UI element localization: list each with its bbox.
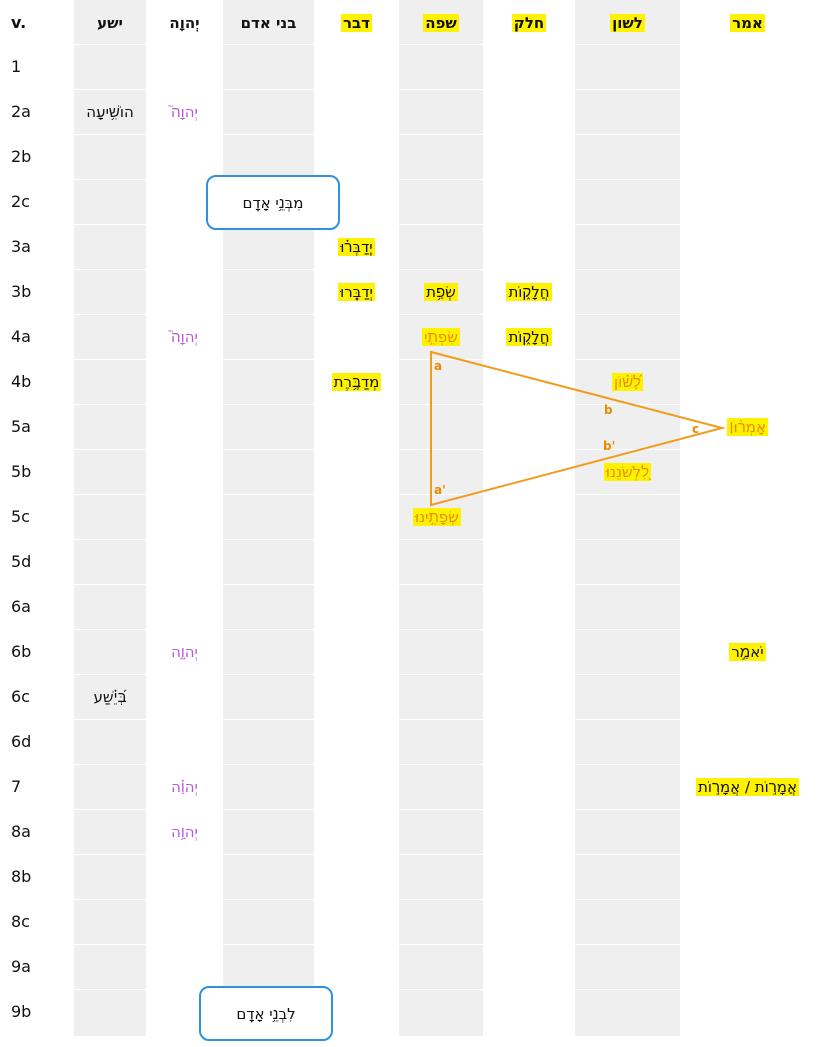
column-lashon-bg (575, 0, 680, 1036)
cell-3b-chalak: חֲלָק֑וֹת (483, 269, 575, 314)
cell-5b-lashon: לִ֭לְשֹׁנֵנוּ (575, 449, 680, 494)
cell-3b-safa: שְׂפַ֥ת (399, 269, 483, 314)
cell-4a-chalak: חֲלָק֑וֹת (483, 314, 575, 359)
header-davar-text: דבר (341, 13, 372, 32)
cell-3a-davar-text: יְֽדַבְּר֗וּ (338, 237, 375, 256)
cell-4b-davar: מְדַבֶּ֥רֶת (314, 359, 399, 404)
header-verse: v. (11, 13, 27, 32)
box-9b-bnei-adam: לִבְנֵ֥י אָדָֽם (199, 986, 333, 1041)
cell-3b-chalak-text: חֲלָק֑וֹת (506, 282, 552, 301)
header-lashon-text: לשון (610, 13, 645, 32)
cell-3b-safa-text: שְׂפַ֥ת (424, 282, 458, 301)
cell-4b-davar-text: מְדַבֶּ֥רֶת (331, 372, 382, 391)
row-separator (74, 539, 680, 540)
cell-6c-yasha: בְּ֝יֵ֗שַׁע (93, 687, 127, 706)
cell-5b-lashon-text: לִ֭לְשֹׁנֵנוּ (603, 462, 652, 481)
row-separator (74, 269, 680, 270)
cell-5a-amar-text: אָמְר֨וּ׀ (727, 417, 768, 436)
verse-label: 5d (11, 552, 32, 571)
cell-7-amar-text: אֲמָר֣וֹת / אֲמָר֣וֹת (696, 777, 799, 796)
verse-label: 4a (11, 327, 31, 346)
header-amar: אמר (680, 0, 815, 45)
header-chalak: חלק (483, 0, 575, 45)
verse-label: 7 (11, 777, 22, 796)
row-separator (74, 359, 680, 360)
cell-2a-yasha: הוֹשִׁ֥יעָה (86, 102, 134, 121)
column-yasha-bg (74, 0, 146, 1036)
row-separator (74, 899, 680, 900)
row-separator (74, 44, 680, 45)
verse-label: 3b (11, 282, 32, 301)
cell-3b-davar-text: יְדַבֵּֽרוּ (338, 282, 375, 301)
header-davar: דבר (314, 0, 399, 45)
cell-4b-lashon: לָ֝שׁ֗וֹן (575, 359, 680, 404)
verse-label: 6b (11, 642, 32, 661)
row-separator (74, 944, 680, 945)
header-safa-text: שפה (423, 13, 459, 32)
verse-label: 2a (11, 102, 31, 121)
cell-3b-davar: יְדַבֵּֽרוּ (314, 269, 399, 314)
cell-4a-chalak-text: חֲלָק֑וֹת (506, 327, 552, 346)
cell-4a-safa-text: שִׂפְתֵ֣י (422, 327, 460, 346)
verse-label: 2c (11, 192, 30, 211)
cell-2a-yhwh: יְהוָה֮ (171, 102, 198, 121)
cell-6b-amar-text: יֹאמַ֣ר (729, 642, 766, 661)
row-separator (74, 494, 680, 495)
cell-4a-safa: שִׂפְתֵ֣י (399, 314, 483, 359)
column-bnei-adam-bg (223, 0, 314, 1036)
header-safa: שפה (399, 0, 483, 45)
row-separator (74, 719, 680, 720)
row-separator (74, 134, 680, 135)
cell-8a-yhwh: יְהוָ֥ה (171, 822, 198, 841)
header-amar-text: אמר (730, 13, 765, 32)
header-bnei-adam: בני אדם (240, 13, 297, 32)
row-separator (74, 629, 680, 630)
row-separator (74, 989, 680, 990)
box-2c-bnei-adam: מִבְּנֵ֥י אָדָֽם (206, 175, 340, 230)
verse-label: 5a (11, 417, 31, 436)
cell-5c-safa: שְׂפָתֵ֣ינוּ (399, 494, 483, 539)
row-separator (74, 449, 680, 450)
cell-3a-davar: יְֽדַבְּר֗וּ (314, 224, 399, 269)
header-yasha: ישע (97, 13, 123, 32)
row-separator (74, 809, 680, 810)
row-separator (74, 764, 680, 765)
verse-label: 8a (11, 822, 31, 841)
row-separator (74, 584, 680, 585)
cell-7-amar: אֲמָר֣וֹת / אֲמָר֣וֹת (680, 764, 815, 809)
verse-label: 3a (11, 237, 31, 256)
row-separator (74, 314, 680, 315)
cell-5a-amar: אָמְר֨וּ׀ (680, 404, 815, 449)
verse-label: 9b (11, 1002, 32, 1021)
verse-label: 8b (11, 867, 32, 886)
verse-label: 4b (11, 372, 32, 391)
verse-label: 8c (11, 912, 30, 931)
cell-7-yhwh: יְהוָ֗ה (171, 777, 198, 796)
verse-label: 2b (11, 147, 32, 166)
verse-label: 9a (11, 957, 31, 976)
row-separator (74, 224, 680, 225)
cell-4a-yhwh: יְהוָה֮ (171, 327, 198, 346)
verse-label: 5c (11, 507, 30, 526)
header-lashon: לשון (575, 0, 680, 45)
row-separator (74, 674, 680, 675)
cell-6b-yhwh: יְהוָ֑ה (171, 642, 198, 661)
header-chalak-text: חלק (511, 13, 547, 32)
cell-4b-lashon-text: לָ֝שׁ֗וֹן (612, 372, 643, 391)
row-separator (74, 89, 680, 90)
row-separator (74, 179, 680, 180)
cell-6b-amar: יֹאמַ֣ר (680, 629, 815, 674)
row-separator (74, 404, 680, 405)
cell-5c-safa-text: שְׂפָתֵ֣ינוּ (413, 507, 461, 526)
verse-label: 1 (11, 57, 22, 76)
header-yhwh: יְהוָה (169, 13, 200, 32)
verse-label: 6c (11, 687, 30, 706)
verse-label: 6d (11, 732, 32, 751)
verse-label: 6a (11, 597, 31, 616)
verse-label: 5b (11, 462, 32, 481)
row-separator (74, 854, 680, 855)
